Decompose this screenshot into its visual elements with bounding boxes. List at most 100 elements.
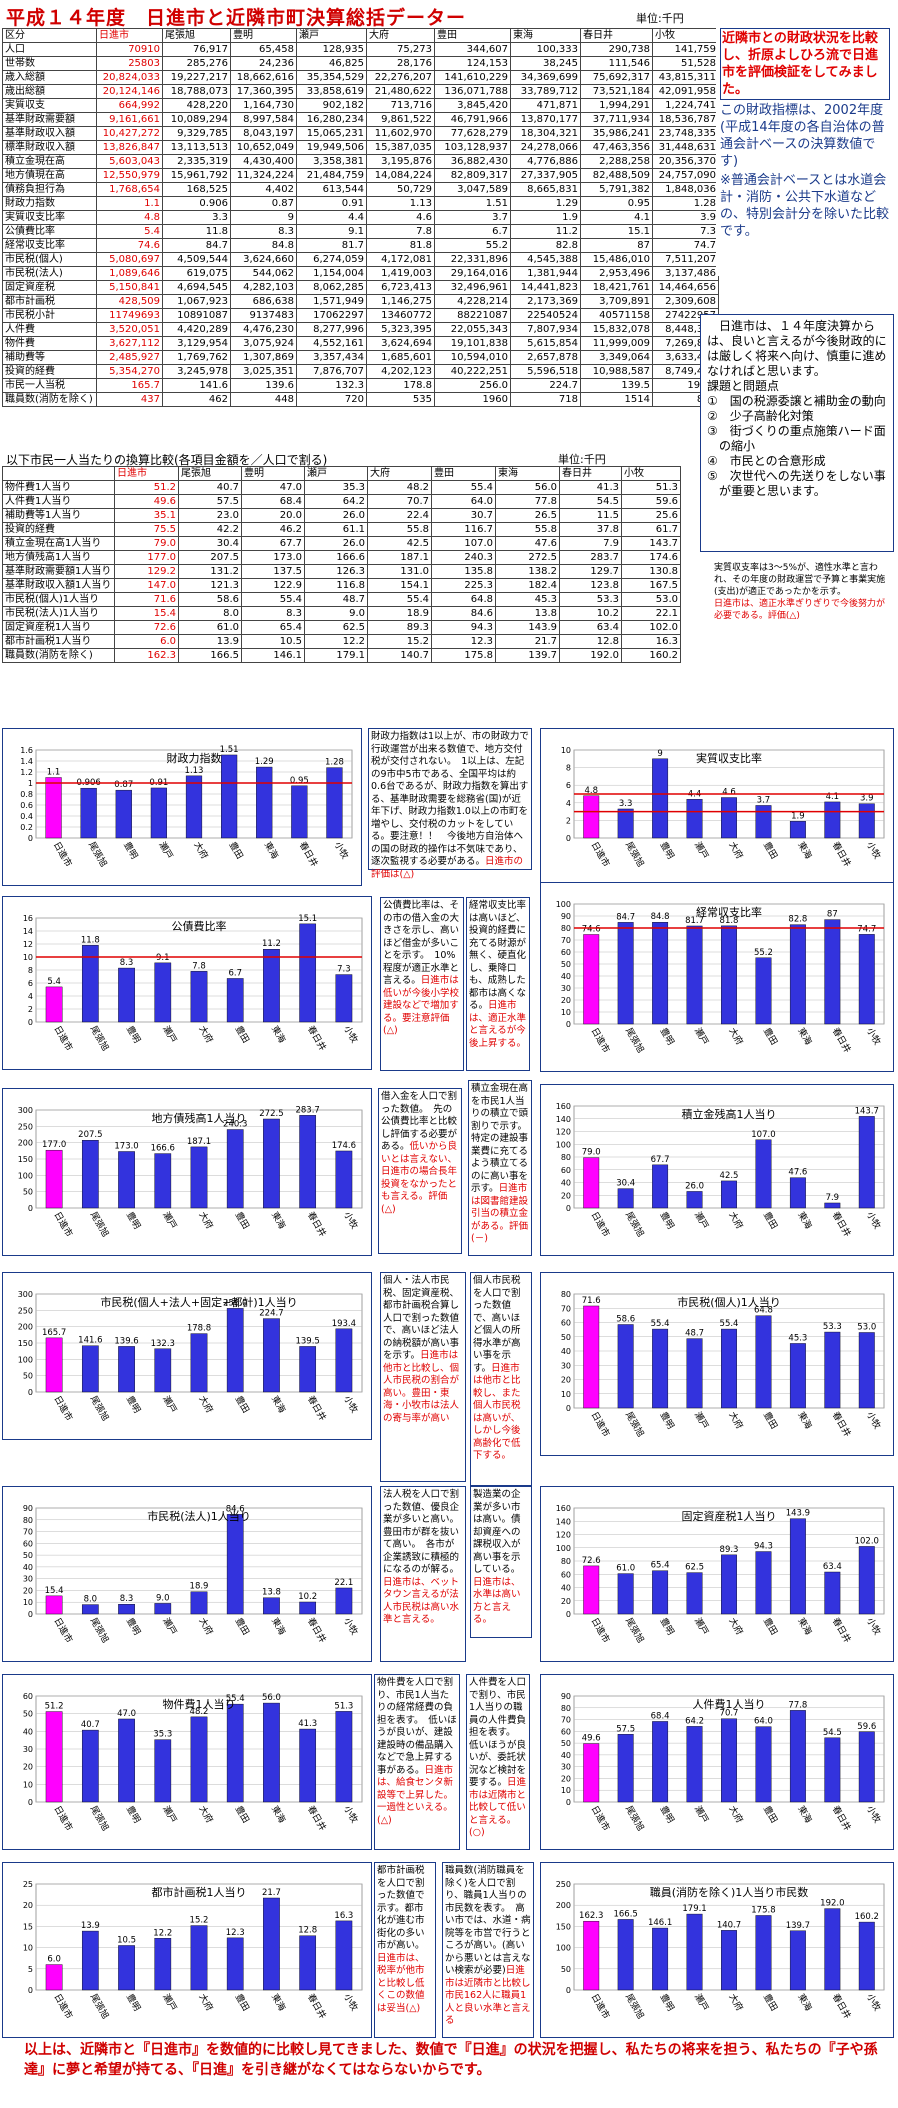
table-cell: 55.2	[434, 238, 511, 253]
y-tick-label: 0	[566, 1986, 571, 1995]
column-header: 瀬戸	[304, 466, 368, 481]
table-cell: 126.3	[304, 564, 368, 579]
table-cell: 116.7	[431, 522, 496, 537]
data-label: 56.0	[262, 1693, 281, 1703]
data-label: 240.3	[223, 1120, 247, 1130]
y-tick-label: 70	[561, 1304, 571, 1313]
data-label: 68.4	[651, 1711, 670, 1721]
row-label: 固定資産税	[2, 280, 97, 295]
note-keijo: 経常収支比率は高いほど、投資的経費に充てる財源が無く、硬直化し、乗降口も、成熟し…	[466, 897, 530, 1071]
bar	[789, 1343, 806, 1409]
table-cell: 143.7	[621, 536, 681, 551]
y-tick-label: 100	[556, 900, 571, 909]
data-label: 256.0	[223, 1298, 247, 1308]
y-tick-label: 10	[561, 1008, 571, 1017]
table-cell: 81.7	[296, 238, 367, 253]
table-cell: 46,791,966	[434, 112, 511, 127]
chart-title: 市民税(個人+法人+固定+都計)1人当り	[100, 1295, 297, 1309]
table-cell: 111,546	[580, 56, 653, 71]
table-cell: 24,278,066	[510, 140, 581, 155]
chart-title: 公債費比率	[172, 919, 227, 933]
table-cell: 75,273	[366, 42, 435, 57]
column-header: 瀬戸	[296, 28, 367, 43]
table-cell: 22,055,343	[434, 322, 511, 337]
data-label: 79.0	[582, 1148, 601, 1158]
data-label: 11.2	[262, 939, 281, 949]
table-cell: 15.2	[367, 634, 432, 649]
bar	[190, 1146, 208, 1209]
chart-jisshitsu: 0 2 4 6 8 10 4.8 日進市 3.3 尾張旭 9 豊明 4.4 瀬戸 4.6 大府 3.7 豊田 1.9…	[540, 728, 894, 886]
table-cell: 11,602,970	[366, 126, 435, 141]
bar	[858, 1546, 875, 1615]
table-cell: 4,509,544	[162, 252, 231, 267]
chart-title: 人件費1人当り	[693, 1697, 766, 1711]
table-cell: 437	[96, 392, 163, 407]
data-label: 139.5	[295, 1336, 319, 1346]
data-label: 77.8	[788, 1700, 807, 1710]
table-cell: 7.9	[559, 536, 622, 551]
table-cell: 74.6	[96, 238, 163, 253]
bar	[652, 1927, 669, 1991]
bar	[686, 925, 703, 1025]
table-cell: 123.8	[559, 578, 622, 593]
bar	[190, 1333, 208, 1393]
column-header: 日進市	[96, 28, 163, 43]
bar	[652, 1328, 669, 1409]
table-cell: 70.7	[367, 494, 432, 509]
chart-jinken: 0 10 20 30 40 50 60 70 80 90 49.6 日進市 57.5 尾張旭 68.4 豊明 6…	[540, 1674, 894, 1850]
data-label: 1.1	[47, 768, 61, 778]
table-cell: 4,228,214	[434, 294, 511, 309]
bar	[652, 1570, 669, 1615]
table-cell: 9,861,522	[366, 112, 435, 127]
table-row: 世帯数 25803 285,276 24,236 46,825 28,176 124,153…	[2, 56, 719, 71]
table-row: 積立金現在高1人当り 79.0 30.4 67.7 26.0 42.5 107.0 47.6 7…	[2, 536, 681, 551]
y-tick-label: 50	[561, 1965, 571, 1974]
row-label: 職員数(消防を除く)	[2, 648, 115, 663]
bar	[824, 1908, 841, 1991]
table-cell: 175.8	[431, 648, 496, 663]
data-label: 1.29	[255, 757, 274, 767]
y-tick-label: 10	[561, 1786, 571, 1795]
data-label: 9	[657, 749, 662, 759]
table-cell: 3.9	[652, 210, 719, 225]
table-row: 基準財政需要額 9,161,661 10,089,294 8,997,584 16,28…	[2, 112, 719, 127]
y-tick-label: 300	[18, 1106, 33, 1115]
data-label: 67.7	[651, 1155, 670, 1165]
y-tick-label: 60	[23, 1539, 33, 1548]
unit-label-2: 単位:千円	[558, 453, 606, 466]
data-label: 102.0	[855, 1536, 879, 1546]
y-tick-label: 10	[561, 746, 571, 755]
table-row: 職員数(消防を除く) 162.3 166.5 146.1 179.1 140.7 175.8…	[2, 648, 681, 663]
table-cell: 18,662,616	[230, 70, 297, 85]
data-label: 12.8	[298, 1926, 317, 1936]
table-cell: 71.6	[114, 592, 179, 607]
table-cell: 26.5	[495, 508, 560, 523]
table-cell: 122.9	[241, 578, 305, 593]
bar	[154, 1348, 172, 1393]
table-cell: 94.3	[431, 620, 496, 635]
y-tick-label: 120	[556, 1531, 571, 1540]
table-row: 基準財政収入額 10,427,272 9,329,785 8,043,197 15,06…	[2, 126, 719, 141]
table-cell: 129.7	[559, 564, 622, 579]
bar	[226, 1129, 244, 1209]
data-label: 3.7	[757, 795, 771, 805]
y-tick-label: 100	[18, 1171, 33, 1180]
data-label: 1.51	[220, 745, 239, 755]
table-cell: 4,420,289	[162, 322, 231, 337]
chart-shokuin: 0 50 100 150 200 250 162.3 日進市 166.5 尾張旭 146.1 豊明 17…	[540, 1862, 894, 2038]
column-header: 尾張旭	[178, 466, 242, 481]
table-cell: 1.13	[366, 196, 435, 211]
y-tick-label: 6	[566, 781, 571, 790]
table-cell: 143.9	[495, 620, 560, 635]
table-cell: 2,953,496	[580, 266, 653, 281]
table-cell: 428,509	[96, 294, 163, 309]
data-label: 10.2	[298, 1592, 317, 1602]
bar	[617, 1919, 634, 1991]
row-label: 基準財政収入額	[2, 126, 97, 141]
table-cell: 3,129,954	[162, 336, 231, 351]
data-label: 7.9	[826, 1193, 840, 1203]
row-label: 物件費	[2, 336, 97, 351]
chart-kosaihi: 0 2 4 6 8 10 12 14 16 5.4 日進市 11.8 尾張旭 8.3 豊明 9.1 瀬戸 7.8 大…	[2, 896, 372, 1070]
bar	[686, 1191, 703, 1209]
data-label: 0.95	[290, 776, 309, 786]
